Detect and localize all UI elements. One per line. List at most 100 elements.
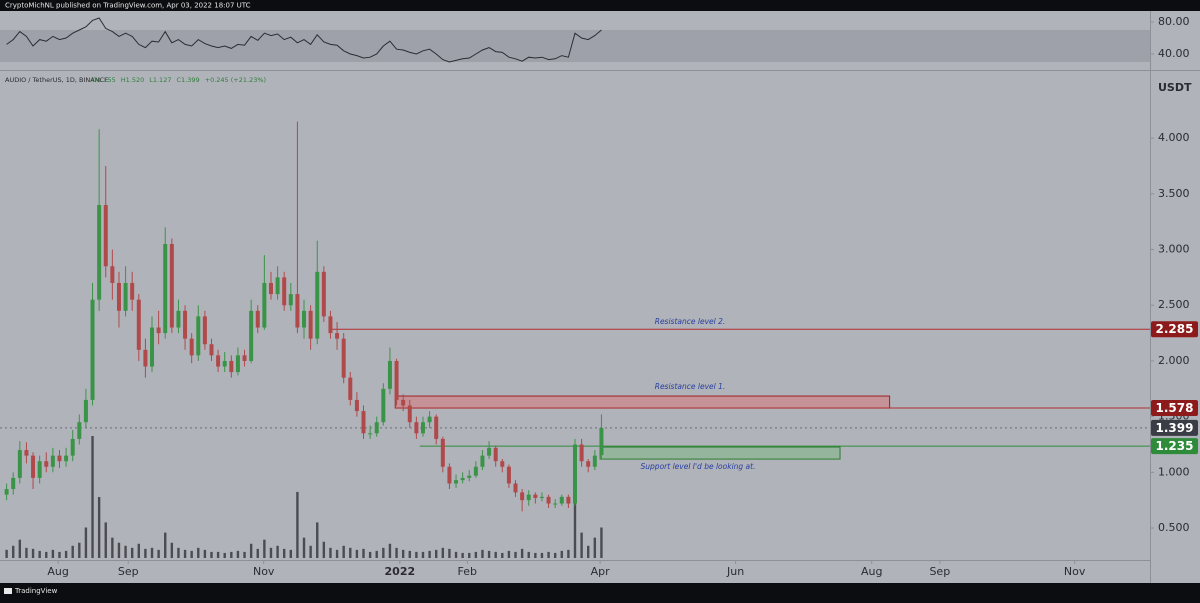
legend-value: L1.127 [149, 76, 171, 84]
volume-bar [249, 543, 253, 558]
candle-body [447, 466, 452, 484]
volume-bar [183, 549, 187, 558]
x-tick-label: Sep [929, 565, 950, 578]
volume-bar [91, 436, 94, 558]
candle-body [302, 310, 307, 328]
x-tick-label: Apr [591, 565, 611, 578]
candle-body [103, 204, 108, 267]
volume-bar [190, 550, 193, 558]
candle-body [335, 333, 340, 339]
candle-body [196, 316, 201, 356]
volume-bar [58, 551, 61, 558]
candle-body [308, 310, 313, 339]
candle-body [500, 461, 505, 467]
candle-body [533, 494, 538, 498]
volume-bar [421, 551, 425, 558]
volume-bar [382, 547, 385, 558]
level-label: 1.578 [1156, 401, 1194, 415]
candle-body [37, 461, 42, 478]
volume-bar [111, 537, 114, 558]
candle-body [348, 377, 353, 400]
legend-value: O1.155 [92, 76, 116, 84]
volume-bar [520, 548, 524, 558]
annotation: Resistance level 2. [655, 317, 726, 326]
x-tick-label: Nov [1064, 565, 1086, 578]
volume-bar [587, 545, 590, 558]
volume-bar [368, 551, 372, 558]
candle-body [44, 461, 49, 467]
level-label-box [1151, 399, 1198, 416]
volume-bar [64, 550, 68, 558]
level-label-box [1151, 419, 1198, 436]
volume-bar [18, 539, 22, 558]
volume-bar [567, 549, 570, 558]
candle-body [566, 496, 571, 504]
volume-bar [144, 548, 147, 558]
candle-body [328, 316, 333, 334]
volume-bar [137, 543, 140, 558]
candle-body [414, 422, 419, 434]
candle-body [64, 455, 69, 462]
volume-bar [514, 551, 517, 558]
volume-bar [302, 537, 306, 558]
volume-bar [243, 551, 246, 558]
volume-bar [12, 545, 15, 558]
candle-body [341, 338, 346, 378]
volume-bar [210, 551, 213, 558]
candle-body [427, 416, 432, 423]
candle-body [229, 360, 234, 373]
volume-bar [342, 545, 345, 558]
volume-bar [507, 550, 511, 558]
candle-body [156, 327, 161, 334]
candle-body [97, 204, 102, 300]
volume-bar [282, 548, 286, 558]
y-tick-label: 0.500 [1158, 521, 1190, 534]
candle-body [354, 399, 359, 412]
volume-bar [527, 551, 530, 558]
volume-bar [230, 551, 233, 558]
candle-body [130, 282, 135, 300]
volume-bar [395, 547, 398, 558]
volume-bar [600, 527, 603, 558]
volume-bar [335, 549, 339, 558]
volume-bar [170, 542, 174, 558]
candle-body [235, 355, 240, 373]
volume-bar [593, 537, 597, 558]
volume-bar [362, 548, 365, 558]
volume-bar [415, 551, 418, 558]
candle-body [361, 411, 366, 434]
candle-body [11, 477, 16, 490]
candle-body [169, 243, 174, 328]
y-tick-label: 3.000 [1158, 243, 1190, 256]
candle-body [295, 294, 300, 328]
candle-body [573, 444, 577, 504]
candle-body [216, 355, 221, 367]
volume-bar [296, 491, 299, 558]
level-label-box [1151, 321, 1198, 338]
x-tick-label: Jun [726, 565, 744, 578]
candle-body [586, 461, 591, 467]
candle-body [381, 388, 386, 423]
candle-body [440, 438, 445, 467]
candle-body [24, 450, 29, 456]
candle-body [546, 496, 551, 504]
candle-body [31, 455, 36, 478]
x-tick-label: Nov [253, 565, 275, 578]
annotation: Support level I'd be looking at. [641, 462, 756, 471]
volume-bar [157, 549, 160, 558]
candle-body [275, 277, 280, 295]
candle-body [136, 299, 141, 350]
volume-bar [494, 551, 497, 558]
volume-bar [573, 502, 577, 558]
candle-body [506, 466, 511, 484]
volume-bar [540, 552, 544, 558]
candle-body [176, 310, 181, 328]
volume-bar [31, 548, 35, 558]
candle-body [70, 438, 75, 456]
candle-body [579, 444, 584, 462]
candle-body [473, 466, 478, 476]
footer-bar [0, 583, 1200, 599]
logo-icon [4, 588, 12, 594]
candle-body [434, 416, 439, 439]
